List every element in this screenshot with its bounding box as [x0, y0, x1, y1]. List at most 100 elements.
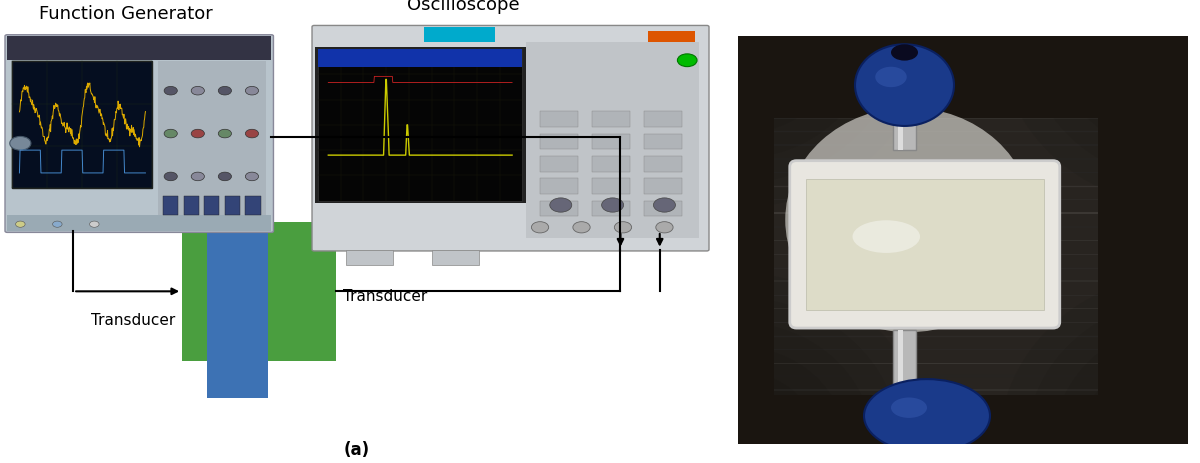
Bar — [592, 112, 630, 128]
Circle shape — [601, 199, 624, 213]
Bar — [648, 32, 695, 48]
Circle shape — [218, 173, 232, 181]
Circle shape — [191, 87, 204, 96]
Bar — [893, 331, 916, 412]
Bar — [314, 48, 526, 203]
Circle shape — [710, 13, 766, 62]
Ellipse shape — [890, 45, 918, 62]
Circle shape — [1162, 420, 1200, 463]
Bar — [424, 28, 494, 44]
Circle shape — [218, 130, 232, 138]
Bar — [163, 196, 179, 216]
Circle shape — [576, 298, 900, 463]
Bar — [898, 331, 904, 412]
Bar — [1098, 37, 1188, 444]
Circle shape — [604, 0, 874, 159]
Circle shape — [532, 222, 548, 233]
Bar — [268, 222, 336, 361]
Bar — [12, 63, 152, 189]
Circle shape — [1054, 322, 1200, 463]
Text: Oscilloscope: Oscilloscope — [407, 0, 520, 14]
Circle shape — [16, 222, 25, 228]
Circle shape — [572, 222, 590, 233]
Circle shape — [656, 222, 673, 233]
Circle shape — [604, 322, 874, 463]
Bar — [182, 222, 250, 361]
Bar — [592, 156, 630, 172]
Bar — [157, 63, 266, 222]
Text: Trigger: Trigger — [360, 109, 427, 126]
Bar — [592, 134, 630, 150]
Bar — [643, 156, 682, 172]
Circle shape — [191, 130, 204, 138]
Circle shape — [998, 273, 1200, 463]
Circle shape — [1054, 0, 1200, 159]
Circle shape — [630, 347, 846, 463]
Ellipse shape — [864, 379, 990, 453]
Circle shape — [245, 130, 258, 138]
Circle shape — [658, 0, 818, 110]
Bar — [318, 50, 522, 201]
Bar — [592, 201, 630, 217]
Bar — [527, 44, 700, 239]
Text: Transducer: Transducer — [91, 312, 175, 327]
FancyBboxPatch shape — [790, 161, 1060, 328]
Circle shape — [658, 371, 818, 463]
Bar — [540, 179, 578, 194]
Bar — [643, 112, 682, 128]
Bar — [540, 156, 578, 172]
Bar — [898, 69, 904, 151]
Bar — [318, 50, 522, 68]
Circle shape — [998, 0, 1200, 208]
Bar — [643, 134, 682, 150]
Bar — [738, 37, 1188, 119]
Bar — [738, 37, 774, 444]
Circle shape — [245, 173, 258, 181]
Bar — [346, 250, 392, 266]
Text: (b): (b) — [949, 422, 977, 440]
Bar — [643, 179, 682, 194]
Bar — [540, 134, 578, 150]
Circle shape — [654, 199, 676, 213]
Bar — [893, 69, 916, 151]
Bar — [738, 395, 1188, 444]
Text: Function Generator: Function Generator — [40, 5, 212, 23]
Circle shape — [550, 199, 571, 213]
Ellipse shape — [890, 398, 928, 418]
Ellipse shape — [875, 68, 907, 88]
Text: Sample: Sample — [200, 172, 275, 190]
Text: (a): (a) — [344, 440, 370, 458]
Circle shape — [90, 222, 100, 228]
Circle shape — [1162, 13, 1200, 62]
Bar — [204, 196, 220, 216]
Circle shape — [1134, 395, 1200, 463]
Bar — [592, 179, 630, 194]
Ellipse shape — [785, 108, 1033, 332]
Circle shape — [630, 0, 846, 135]
Bar — [540, 201, 578, 217]
Circle shape — [684, 0, 792, 86]
Circle shape — [1134, 0, 1200, 86]
Circle shape — [191, 173, 204, 181]
Circle shape — [576, 0, 900, 184]
Bar — [224, 196, 240, 216]
Circle shape — [1080, 0, 1200, 135]
Circle shape — [550, 0, 928, 208]
Circle shape — [710, 420, 766, 463]
Bar — [805, 180, 1044, 310]
Circle shape — [164, 130, 178, 138]
Bar — [7, 216, 271, 232]
Circle shape — [1080, 347, 1200, 463]
Ellipse shape — [854, 45, 954, 127]
FancyBboxPatch shape — [312, 26, 709, 251]
Circle shape — [218, 87, 232, 96]
Circle shape — [53, 222, 62, 228]
Bar — [184, 196, 199, 216]
Text: Transducer: Transducer — [343, 289, 427, 304]
Bar — [208, 194, 268, 398]
Circle shape — [678, 55, 697, 68]
Circle shape — [164, 173, 178, 181]
Bar — [643, 201, 682, 217]
Circle shape — [1026, 0, 1200, 184]
Circle shape — [10, 137, 31, 151]
